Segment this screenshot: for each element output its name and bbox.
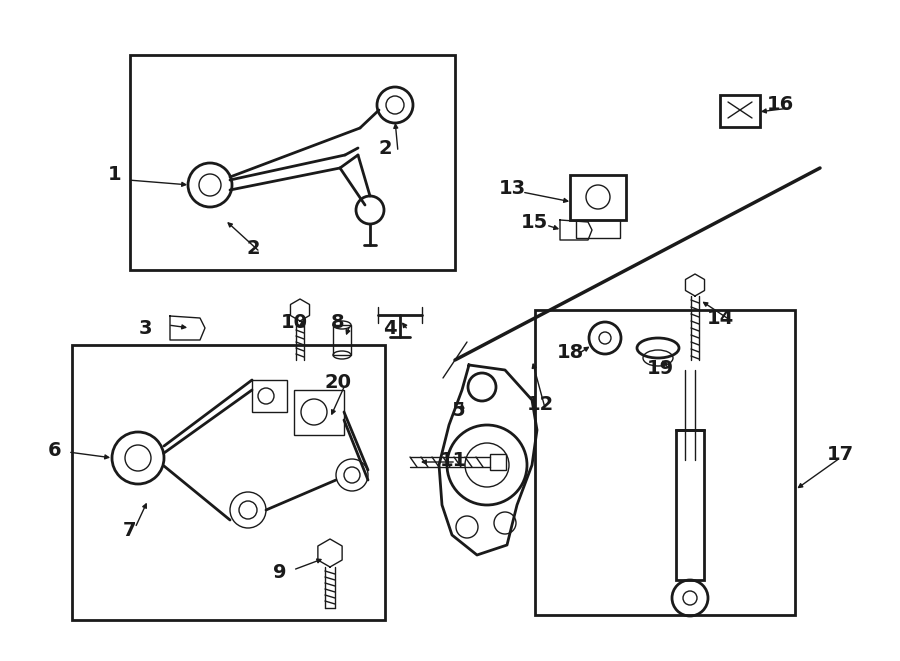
Bar bbox=[720, 95, 760, 127]
Text: 10: 10 bbox=[281, 313, 308, 332]
Text: 8: 8 bbox=[331, 313, 345, 332]
Bar bbox=[294, 390, 344, 435]
Bar bbox=[490, 454, 506, 470]
Text: 12: 12 bbox=[526, 395, 554, 414]
Text: 4: 4 bbox=[383, 319, 397, 338]
Text: 19: 19 bbox=[646, 358, 673, 377]
Text: 1: 1 bbox=[108, 165, 122, 184]
Text: 17: 17 bbox=[826, 446, 853, 465]
Bar bbox=[576, 220, 620, 238]
Text: 20: 20 bbox=[325, 373, 352, 391]
Text: 6: 6 bbox=[49, 440, 62, 459]
Text: 2: 2 bbox=[378, 139, 392, 157]
Bar bbox=[333, 325, 351, 355]
Text: 15: 15 bbox=[520, 212, 547, 231]
Text: 18: 18 bbox=[556, 342, 583, 362]
Text: 2: 2 bbox=[247, 239, 260, 258]
Text: 13: 13 bbox=[499, 178, 526, 198]
Bar bbox=[535, 310, 795, 615]
Bar bbox=[570, 175, 626, 220]
Bar bbox=[676, 430, 704, 580]
Bar bbox=[130, 55, 455, 270]
Text: 9: 9 bbox=[274, 563, 287, 582]
Text: 7: 7 bbox=[123, 520, 137, 539]
Text: 3: 3 bbox=[139, 319, 152, 338]
Text: 16: 16 bbox=[767, 95, 794, 114]
Text: 5: 5 bbox=[451, 401, 464, 420]
Text: 14: 14 bbox=[706, 309, 733, 327]
Bar bbox=[72, 345, 385, 620]
Text: 11: 11 bbox=[439, 451, 466, 469]
Bar bbox=[252, 380, 287, 412]
